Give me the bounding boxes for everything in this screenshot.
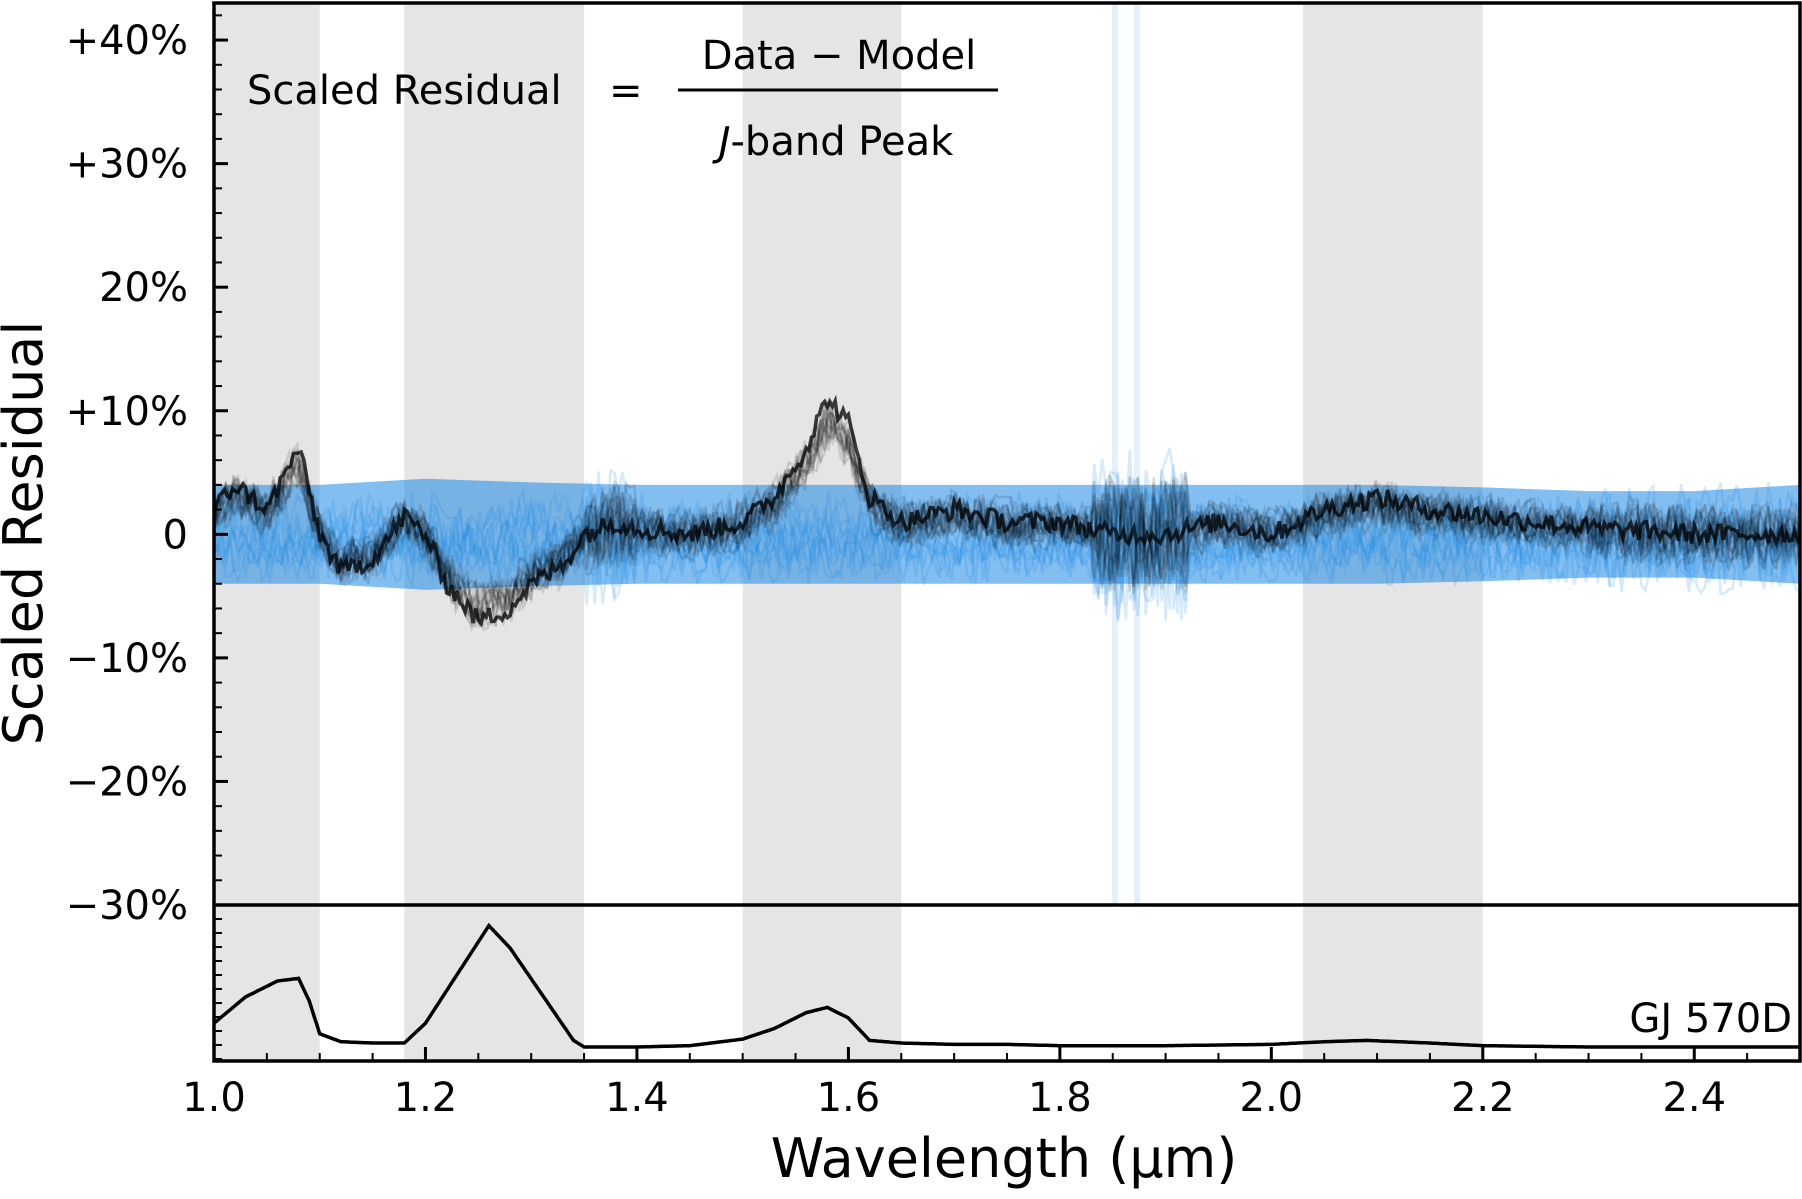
y-tick-label-6: −10% xyxy=(66,636,188,682)
y-axis-title: Scaled Residual xyxy=(0,321,55,746)
x-tick-label-4: 1.6 xyxy=(817,1075,881,1121)
residual-trace-grey-13 xyxy=(214,409,1800,620)
x-tick-label-1: 1.0 xyxy=(182,1075,246,1121)
y-tick-label-7: −20% xyxy=(66,759,188,805)
residual-trace-grey-5 xyxy=(214,408,1800,616)
gj570d-spectrum-line xyxy=(214,922,1800,1049)
formula-numerator: Data − Model xyxy=(702,33,977,79)
y-tick-label-2: +30% xyxy=(66,142,188,188)
formula-annotation: Scaled Residual = Data − Model J-band Pe… xyxy=(247,33,998,165)
x-tick-label-7: 2.2 xyxy=(1451,1075,1515,1121)
residual-trace-blue-10 xyxy=(214,479,1800,601)
y-tick-label-3: 20% xyxy=(99,265,188,311)
median-residual-line xyxy=(214,394,1800,628)
series-label-gj570d: GJ 570D xyxy=(1629,996,1792,1042)
spectrum-panel xyxy=(214,922,1800,1049)
formula-lhs: Scaled Residual xyxy=(247,68,562,114)
formula-denominator: J-band Peak xyxy=(712,119,954,165)
residual-trace-grey-4 xyxy=(214,403,1800,623)
residual-trace-blue-3 xyxy=(214,489,1800,614)
residual-trace-grey-3 xyxy=(214,399,1800,605)
x-axis-title: Wavelength (μm) xyxy=(771,1127,1238,1190)
axis-ticks xyxy=(212,14,1749,1061)
y-tick-label-4: +10% xyxy=(66,389,188,435)
residual-trace-blue-7 xyxy=(214,484,1800,615)
x-tick-label-5: 1.8 xyxy=(1028,1075,1092,1121)
residual-trace-blue-6 xyxy=(214,493,1800,622)
residual-envelope xyxy=(214,478,1800,590)
residual-trace-grey-7 xyxy=(214,413,1800,632)
residual-panel xyxy=(214,3,1800,905)
formula-denominator-rest: -band Peak xyxy=(731,119,955,165)
residual-trace-blue-2 xyxy=(214,502,1800,621)
telluric-feature-2 xyxy=(1134,3,1141,905)
y-tick-label-5: 0 xyxy=(163,512,188,558)
x-tick-label-2: 1.2 xyxy=(394,1075,458,1121)
residual-trace-blue-9 xyxy=(214,475,1800,606)
x-tick-label-3: 1.4 xyxy=(605,1075,669,1121)
x-tick-label-8: 2.4 xyxy=(1662,1075,1726,1121)
residual-trace-grey-10 xyxy=(214,395,1800,613)
formula-denominator-italic: J xyxy=(712,119,731,165)
axis-labels: 1.0 1.2 1.4 1.6 1.8 2.0 2.2 2.4 +40% +30% 20% +10% 0… xyxy=(66,18,1727,1121)
residual-trace-grey-8 xyxy=(214,416,1800,621)
residual-trace-grey-6 xyxy=(214,405,1800,619)
formula-equals: = xyxy=(609,68,643,114)
residual-trace-blue-1 xyxy=(214,459,1800,589)
residual-trace-blue-5 xyxy=(214,469,1800,578)
y-tick-label-1: +40% xyxy=(66,18,188,64)
residual-trace-blue-8 xyxy=(214,480,1800,607)
residual-trace-grey-2 xyxy=(214,411,1800,619)
x-tick-label-6: 2.0 xyxy=(1240,1075,1304,1121)
y-tick-label-8: −30% xyxy=(66,883,188,929)
telluric-feature-1 xyxy=(1111,3,1118,905)
